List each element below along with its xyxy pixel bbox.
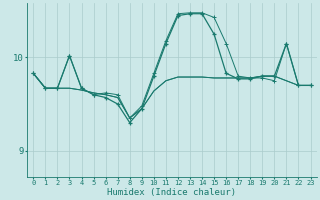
X-axis label: Humidex (Indice chaleur): Humidex (Indice chaleur) [108, 188, 236, 197]
